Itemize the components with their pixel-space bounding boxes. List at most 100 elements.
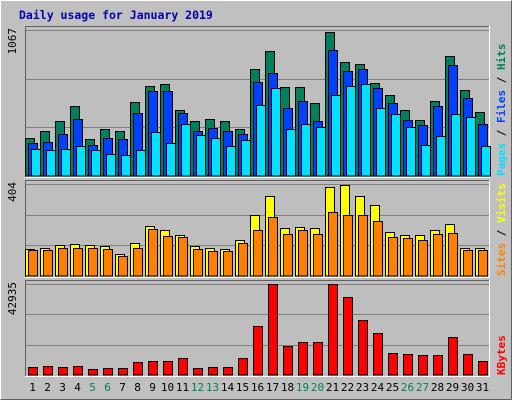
bar-kbytes-day-9: [148, 361, 158, 376]
legend-entry-pages: Pages: [495, 143, 508, 176]
legend-entry-kbytes: KBytes: [495, 335, 508, 375]
bar-sites-day-2: [43, 250, 53, 277]
bar-pages-day-9: [151, 132, 161, 177]
bar-pages-day-6: [106, 154, 116, 177]
bar-sites-day-14: [223, 251, 233, 277]
bar-kbytes-day-16: [253, 326, 263, 376]
bar-kbytes-day-15: [238, 358, 248, 376]
legend-entry-hits: Hits: [495, 44, 508, 71]
legend-entry-visits: Visits: [495, 183, 508, 223]
x-tick-label: 21: [326, 381, 339, 394]
bar-kbytes-day-19: [298, 342, 308, 376]
x-tick-label: 16: [251, 381, 264, 394]
bar-sites-day-21: [328, 212, 338, 277]
bar-kbytes-day-11: [178, 358, 188, 376]
bar-sites-day-30: [463, 250, 473, 277]
bar-pages-day-20: [316, 127, 326, 177]
x-tick-label: 14: [221, 381, 235, 394]
x-tick-label: 5: [89, 381, 96, 394]
legend-entry-sites: Sites: [495, 243, 508, 276]
bar-sites-day-18: [283, 234, 293, 277]
bar-sites-day-11: [178, 237, 188, 277]
bar-sites-day-28: [433, 234, 443, 277]
bar-kbytes-day-4: [73, 366, 83, 376]
bar-sites-day-15: [238, 243, 248, 277]
bar-sites-day-16: [253, 230, 263, 277]
bar-pages-day-11: [181, 124, 191, 177]
x-tick-label: 26: [401, 381, 414, 394]
bar-kbytes-day-20: [313, 342, 323, 376]
panel-visits-sites: 404 Sites / Visits: [6, 180, 508, 278]
bar-kbytes-day-6: [103, 368, 113, 376]
x-tick-label: 8: [134, 381, 141, 394]
x-tick-label: 2: [44, 381, 51, 394]
x-tick-label: 12: [191, 381, 204, 394]
bar-pages-day-13: [211, 138, 221, 177]
bar-pages-day-24: [376, 108, 386, 177]
bar-sites-day-8: [133, 248, 143, 277]
bar-pages-day-18: [286, 129, 296, 177]
bar-sites-day-6: [103, 249, 113, 277]
bar-kbytes-day-29: [448, 337, 458, 376]
bar-pages-day-4: [76, 146, 86, 177]
panel-legend: KBytes: [495, 335, 508, 375]
bar-pages-day-2: [46, 150, 56, 177]
legend-separator: /: [495, 123, 508, 143]
x-tick-label: 31: [476, 381, 489, 394]
bar-sites-day-20: [313, 234, 323, 277]
x-tick-label: 7: [119, 381, 126, 394]
x-tick-label: 13: [206, 381, 219, 394]
bar-pages-day-5: [91, 150, 101, 177]
bar-pages-day-15: [241, 140, 251, 177]
legend-separator: /: [495, 223, 508, 243]
bar-sites-day-7: [118, 256, 128, 277]
panels-layer: 1067 Pages / Files / Hits 404 Sites / Visit…: [6, 26, 508, 377]
chart-title: Daily usage for January 2019: [19, 8, 213, 22]
bar-pages-day-19: [301, 124, 311, 177]
x-tick-label: 15: [236, 381, 249, 394]
bar-kbytes-day-26: [403, 354, 413, 376]
bar-pages-day-27: [421, 145, 431, 177]
bar-pages-day-3: [61, 149, 71, 177]
bar-sites-day-3: [58, 248, 68, 277]
x-tick-label: 19: [296, 381, 309, 394]
bar-pages-day-23: [361, 84, 371, 177]
x-tick-label: 17: [266, 381, 279, 394]
x-tick-label: 3: [59, 381, 66, 394]
bar-kbytes-day-28: [433, 355, 443, 376]
x-tick-label: 28: [431, 381, 444, 394]
bar-sites-day-13: [208, 251, 218, 277]
bar-kbytes-day-25: [388, 353, 398, 376]
bar-sites-day-5: [88, 248, 98, 277]
bar-sites-day-29: [448, 233, 458, 277]
bar-pages-day-14: [226, 146, 236, 177]
x-tick-label: 30: [461, 381, 474, 394]
bar-kbytes-day-8: [133, 362, 143, 376]
bar-pages-day-30: [466, 117, 476, 177]
series-pages: [31, 84, 491, 177]
bar-sites-day-19: [298, 230, 308, 277]
bar-pages-day-21: [331, 95, 341, 177]
panel-kbytes: 42935 KBytes: [6, 280, 508, 377]
bar-pages-day-22: [346, 86, 356, 177]
x-tick-label: 18: [281, 381, 294, 394]
bar-kbytes-day-1: [28, 367, 38, 376]
bar-pages-day-17: [271, 88, 281, 177]
bar-sites-day-12: [193, 249, 203, 277]
bar-pages-day-10: [166, 143, 176, 177]
bar-sites-day-25: [388, 237, 398, 277]
x-tick-label: 29: [446, 381, 459, 394]
bar-kbytes-day-21: [328, 284, 338, 376]
panel-legend: Pages / Files / Hits: [495, 44, 508, 177]
bar-sites-day-31: [478, 250, 488, 277]
panel-hits-files-pages: 1067 Pages / Files / Hits: [6, 26, 508, 178]
x-tick-label: 25: [386, 381, 399, 394]
bar-sites-day-17: [268, 217, 278, 277]
panel-legend: Sites / Visits: [495, 183, 508, 276]
bar-pages-day-26: [406, 127, 416, 177]
bar-kbytes-day-10: [163, 361, 173, 376]
x-tick-label: 27: [416, 381, 429, 394]
x-tick-label: 1: [29, 381, 36, 394]
panel-max-label: 404: [6, 182, 19, 202]
